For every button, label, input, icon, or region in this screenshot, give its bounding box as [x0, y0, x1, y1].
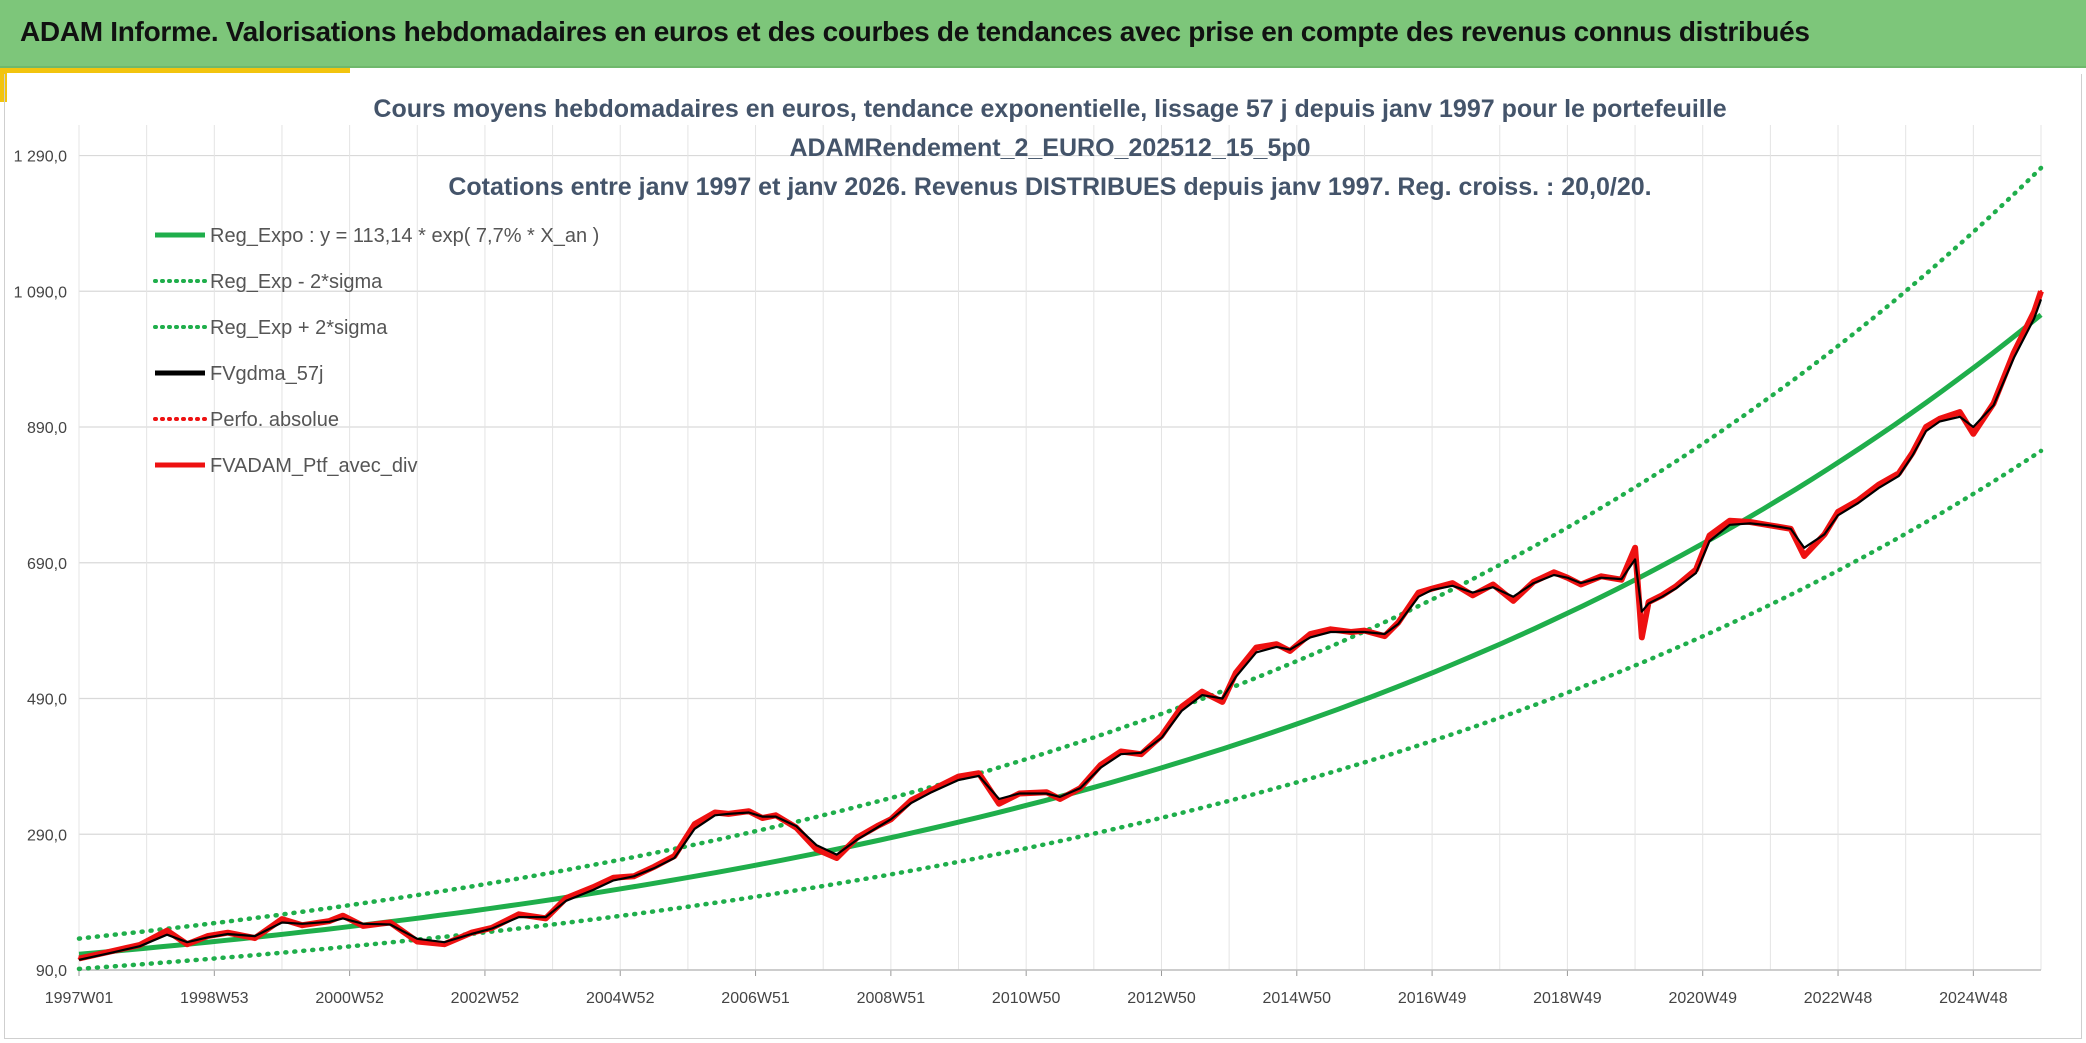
- y-tick-label: 1 090,0: [14, 284, 67, 301]
- reg-expo-line: [78, 312, 2043, 957]
- chart-title-line-1: Cours moyens hebdomadaires en euros, ten…: [373, 95, 1726, 123]
- x-tick-label: 2004W52: [586, 990, 655, 1007]
- x-tick-label: 1998W53: [180, 990, 249, 1007]
- x-tick-label: 2008W51: [857, 990, 926, 1007]
- axes: 90,0 290,0 490,0 690,0 890,0 1 090,0 1 290,0 19…: [14, 149, 2041, 1007]
- fvadam-ptf-avec-div-line: [78, 290, 2044, 962]
- y-tick-label: 290,0: [27, 827, 67, 844]
- x-tick-label: 2022W48: [1804, 990, 1873, 1007]
- y-tick-label: 690,0: [27, 556, 67, 573]
- gridlines: [78, 125, 2042, 971]
- legend-label: FVADAM_Ptf_avec_div: [210, 455, 418, 477]
- legend-label: Reg_Expo : y = 113,14 * exp( 7,7% * X_an…: [210, 225, 599, 247]
- accent-bar-top: [0, 68, 350, 73]
- y-tick-label: 490,0: [27, 692, 67, 709]
- fvgdma-57j-line: [78, 299, 2043, 961]
- accent-bar-left: [0, 68, 7, 102]
- x-tick-label: 2000W52: [315, 990, 384, 1007]
- data-series: [77, 290, 2044, 962]
- x-tick-label: 2020W49: [1668, 990, 1737, 1007]
- legend-label: Perfo. absolue: [210, 409, 339, 431]
- x-tick-label: 2024W48: [1939, 990, 2008, 1007]
- y-tick-label: 90,0: [36, 963, 67, 980]
- x-tick-label: 2018W49: [1533, 990, 1602, 1007]
- page-title: ADAM Informe. Valorisations hebdomadaire…: [20, 16, 1810, 47]
- x-tick-label: 2006W51: [721, 990, 790, 1007]
- chart-title: Cours moyens hebdomadaires en euros, ten…: [373, 95, 1726, 201]
- x-tick-label: 1997W01: [45, 990, 114, 1007]
- y-tick-label: 890,0: [27, 420, 67, 437]
- x-tick-label: 2010W50: [992, 990, 1061, 1007]
- x-tick-label: 2016W49: [1398, 990, 1467, 1007]
- x-tick-label: 2012W50: [1127, 990, 1196, 1007]
- chart-title-line-3: Cotations entre janv 1997 et janv 2026. …: [448, 173, 1651, 201]
- reg-exp-plus-2sigma-line: [76, 165, 2044, 941]
- x-tick-label: 2014W50: [1263, 990, 1332, 1007]
- chart-title-line-2: ADAMRendement_2_EURO_202512_15_5p0: [789, 134, 1310, 162]
- header-banner: ADAM Informe. Valorisations hebdomadaire…: [0, 0, 2086, 68]
- chart-frame: [4, 74, 2082, 1039]
- legend: Reg_Expo : y = 113,14 * exp( 7,7% * X_an…: [153, 225, 599, 477]
- reg-exp-minus-2sigma-line: [76, 448, 2044, 972]
- perfo-absolue-line: [77, 290, 2043, 960]
- y-tick-label: 1 290,0: [14, 149, 67, 166]
- x-tick-label: 2002W52: [451, 990, 520, 1007]
- legend-label: FVgdma_57j: [210, 363, 323, 385]
- legend-label: Reg_Exp - 2*sigma: [210, 271, 383, 293]
- legend-label: Reg_Exp + 2*sigma: [210, 317, 388, 339]
